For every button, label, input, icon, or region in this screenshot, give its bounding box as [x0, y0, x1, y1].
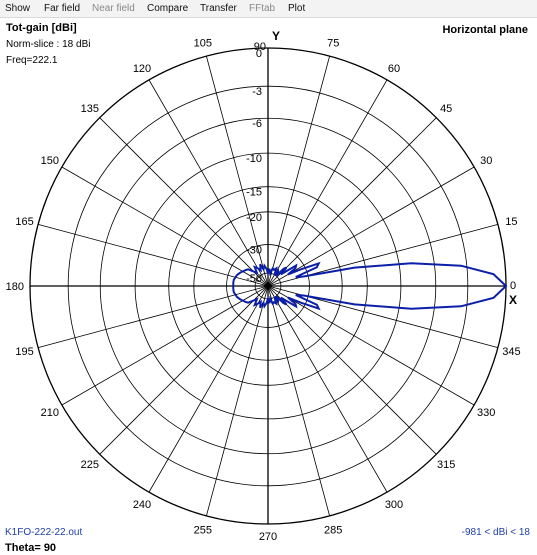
angle-label: 120 [133, 63, 151, 75]
angle-label: 315 [437, 459, 455, 471]
menu-show[interactable]: Show [5, 3, 31, 14]
file-name-label: K1FO-222-22.out [5, 527, 82, 538]
grid-spoke-225 [99, 285, 269, 455]
grid-spoke-30 [267, 166, 475, 287]
grid-spoke-120 [148, 79, 269, 287]
theta-label: Theta= 90 [5, 542, 56, 554]
grid-spoke-330 [267, 285, 475, 406]
angle-label: 105 [194, 38, 212, 50]
menu-near-field[interactable]: Near field [92, 3, 135, 14]
y-axis-letter: Y [272, 29, 280, 43]
grid-spoke-285 [267, 285, 330, 516]
angle-label: 30 [480, 155, 492, 167]
ring-labels: 0 -3 -6 -10 -15 -20 -30 -50 [246, 48, 262, 285]
angle-label: 135 [81, 103, 99, 115]
angle-label: 225 [81, 459, 99, 471]
radiation-pattern-curve [232, 261, 508, 311]
grid-spoke-150 [61, 166, 269, 287]
grid-spoke-75 [267, 56, 330, 287]
grid-spoke-105 [206, 56, 269, 287]
angle-label: 180 [6, 281, 24, 293]
menu-compare[interactable]: Compare [147, 3, 189, 14]
angle-label: 90 [254, 41, 266, 53]
angle-label: 285 [324, 524, 342, 536]
angle-label: 300 [385, 499, 403, 511]
grid-spoke-60 [267, 79, 388, 287]
menu-transfer[interactable]: Transfer [200, 3, 237, 14]
menu-far-field[interactable]: Far field [44, 3, 81, 14]
grid-ring-5 [193, 211, 343, 361]
grid-spoke-195 [38, 285, 269, 348]
angle-labels: 0 15 30 45 60 75 90 105 120 135 150 165 180 195 210 225… [6, 38, 521, 543]
menu-bar: Show Far field Near field Compare Transf… [0, 0, 537, 18]
grid-ring-4 [168, 186, 368, 386]
menu-fftab[interactable]: FFtab [249, 3, 276, 14]
frequency-label: Freq=222.1 [6, 55, 58, 66]
grid-ring-2 [99, 117, 437, 455]
polar-chart: 0 -3 -6 -10 -15 -20 -30 -50 0 15 30 45 60 75 90 105 120… [5, 22, 531, 554]
x-axis-letter: X [509, 293, 517, 307]
angle-label: 45 [440, 103, 452, 115]
angle-label: 210 [41, 407, 59, 419]
angle-label: 0 [510, 280, 516, 292]
grid-ring-6 [226, 244, 310, 328]
angle-label: 240 [133, 499, 151, 511]
angle-label: 60 [388, 63, 400, 75]
grid-spoke-315 [267, 285, 437, 455]
angle-label: 330 [477, 407, 495, 419]
ring-label: 0 [256, 48, 262, 60]
grid-ring-1 [67, 85, 469, 487]
grid-spoke-300 [267, 285, 388, 493]
angle-label: 270 [259, 531, 277, 543]
ring-label: -10 [246, 153, 262, 165]
grid-spoke-255 [206, 285, 269, 516]
ring-label: -30 [246, 245, 262, 257]
angle-label: 150 [41, 155, 59, 167]
polar-plot-area: 0 -3 -6 -10 -15 -20 -30 -50 0 15 30 45 60 75 90 105 120… [0, 18, 537, 555]
menu-plot[interactable]: Plot [288, 3, 306, 14]
grid-spoke-135 [99, 117, 269, 287]
angle-label: 195 [15, 346, 33, 358]
grid-spoke-240 [148, 285, 269, 493]
grid-spoke-45 [267, 117, 437, 287]
gain-range-label: -981 < dBi < 18 [462, 527, 531, 538]
grid-spoke-165 [38, 224, 269, 287]
ring-label: -3 [252, 86, 262, 98]
ring-label: -15 [246, 187, 262, 199]
plot-title: Tot-gain [dBi] [6, 22, 77, 34]
angle-label: 345 [502, 346, 520, 358]
ring-label: -20 [246, 212, 262, 224]
grid-spoke-210 [61, 285, 269, 406]
angle-label: 255 [194, 524, 212, 536]
angle-label: 165 [15, 216, 33, 228]
polar-grid [29, 47, 507, 525]
angle-label: 15 [505, 216, 517, 228]
plane-label: Horizontal plane [442, 24, 528, 36]
norm-slice-label: Norm-slice : 18 dBi [6, 39, 90, 50]
angle-label: 75 [327, 38, 339, 50]
ring-label: -50 [246, 273, 262, 285]
grid-ring-3 [134, 152, 402, 420]
ring-label: -6 [252, 118, 262, 130]
